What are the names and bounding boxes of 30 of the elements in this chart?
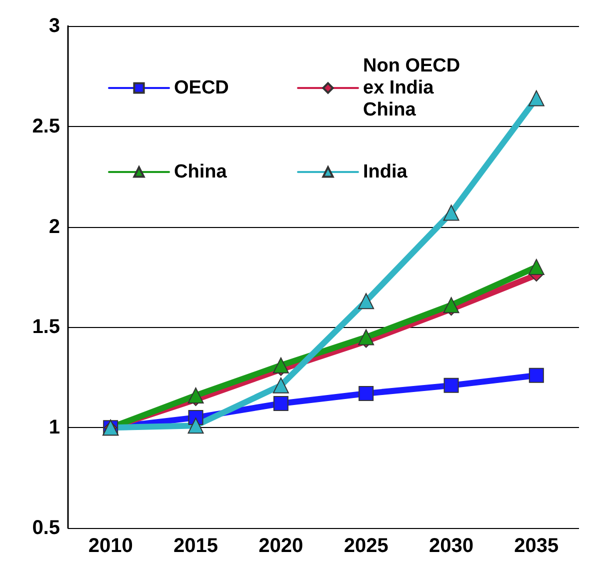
legend-label: India	[363, 162, 408, 182]
point	[444, 378, 459, 393]
y-tick-label: 2.5	[32, 115, 60, 138]
x-tick-label: 2025	[344, 535, 388, 557]
x-tick-label: 2015	[174, 535, 218, 557]
point	[358, 293, 374, 310]
y-tick-label: 1.5	[32, 316, 60, 338]
point	[528, 368, 544, 383]
x-tick-label: 2010	[88, 535, 133, 557]
y-tick-label: 3	[48, 15, 60, 37]
x-tick-label: 2030	[429, 535, 474, 557]
point	[443, 204, 460, 221]
legend-label: China	[174, 162, 228, 182]
x-tick-label: 2020	[258, 535, 304, 557]
y-tick-label: 1	[48, 416, 60, 439]
point	[188, 418, 204, 434]
y-tick-label: 2	[48, 216, 60, 238]
x-tick-label: 2035	[514, 535, 559, 557]
point	[272, 357, 289, 374]
point	[273, 396, 288, 412]
point	[528, 258, 544, 275]
point	[358, 329, 374, 346]
y-tick-label: 0.5	[32, 517, 60, 539]
legend-label: Non OECD ex India China	[363, 56, 466, 120]
point	[272, 377, 289, 394]
point	[358, 386, 374, 401]
point	[443, 297, 460, 314]
legend-label: OECD	[174, 78, 229, 98]
point	[188, 387, 204, 404]
point	[528, 90, 544, 106]
